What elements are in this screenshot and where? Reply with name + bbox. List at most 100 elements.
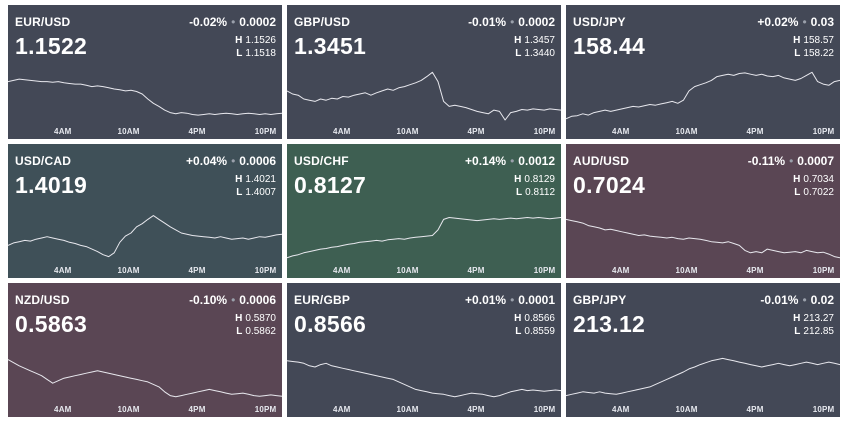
low-label: L: [794, 48, 801, 59]
rate-tile-gbp-usd[interactable]: GBP/USD -0.01% • 0.0002 1.3451 H 1.3457 L 1.3440…: [287, 5, 561, 139]
separator-dot-icon: •: [510, 154, 515, 168]
high-value: 158.57: [803, 35, 834, 46]
time-tick-label: 10AM: [675, 405, 698, 414]
time-tick-label: 4AM: [612, 127, 630, 136]
low-value: 0.8112: [525, 187, 555, 198]
low-label: L: [794, 326, 801, 337]
high-value: 0.8129: [524, 174, 555, 185]
absolute-change: 0.0012: [518, 154, 555, 168]
sparkline-path: [287, 217, 561, 259]
percent-change: +0.01%: [465, 293, 507, 307]
rate-change: -0.11% • 0.0007: [748, 154, 834, 168]
time-tick-label: 10AM: [675, 266, 698, 275]
absolute-change: 0.0001: [518, 293, 555, 307]
time-tick-label: 10PM: [254, 266, 277, 275]
day-high: H 213.27: [793, 313, 834, 324]
time-tick-label: 4PM: [467, 405, 485, 414]
currency-pair: USD/JPY: [573, 15, 626, 29]
time-tick-label: 10AM: [396, 405, 419, 414]
rate-tile-usd-cad[interactable]: USD/CAD +0.04% • 0.0006 1.4019 H 1.4021 L 1.4007…: [8, 144, 282, 278]
percent-change: +0.04%: [186, 154, 228, 168]
rate-change: +0.14% • 0.0012: [465, 154, 555, 168]
rate-tile-usd-chf[interactable]: USD/CHF +0.14% • 0.0012 0.8127 H 0.8129 L 0.8112…: [287, 144, 561, 278]
time-tick-label: 4AM: [54, 405, 72, 414]
day-low: L 0.5862: [236, 326, 276, 337]
day-high: H 1.1526: [235, 35, 276, 46]
rate-change: -0.01% • 0.02: [760, 293, 834, 307]
sparkline-path: [566, 71, 840, 120]
current-price: 1.4019: [15, 172, 88, 198]
rate-change: -0.02% • 0.0002: [189, 15, 276, 29]
low-label: L: [236, 48, 243, 59]
rate-change: -0.01% • 0.0002: [468, 15, 555, 29]
price-sparkline: [287, 71, 561, 121]
price-sparkline: [566, 218, 840, 259]
day-low: L 0.7022: [794, 187, 834, 198]
price-sparkline: [566, 71, 840, 120]
time-tick-label: 4PM: [188, 127, 206, 136]
time-tick-label: 4PM: [746, 127, 764, 136]
sparkline-path: [566, 218, 840, 259]
current-price: 158.44: [573, 33, 646, 59]
time-tick-label: 10PM: [812, 405, 835, 414]
day-low: L 212.85: [794, 326, 834, 337]
percent-change: -0.11%: [747, 154, 786, 168]
rate-tile-eur-gbp[interactable]: EUR/GBP +0.01% • 0.0001 0.8566 H 0.8566 L 0.8559…: [287, 283, 561, 417]
time-tick-label: 4AM: [612, 266, 630, 275]
time-tick-label: 4AM: [333, 127, 351, 136]
low-label: L: [236, 326, 243, 337]
price-sparkline: [287, 217, 561, 259]
high-value: 0.8566: [524, 313, 555, 324]
high-value: 213.27: [803, 313, 834, 324]
currency-pair: GBP/JPY: [573, 293, 627, 307]
day-high: H 0.7034: [793, 174, 834, 185]
rate-change: -0.10% • 0.0006: [189, 293, 276, 307]
day-high: H 1.4021: [235, 174, 276, 185]
current-price: 0.8127: [294, 172, 367, 198]
percent-change: +0.14%: [465, 154, 507, 168]
rate-tile-gbp-jpy[interactable]: GBP/JPY -0.01% • 0.02 213.12 H 213.27 L 212.85 4A…: [566, 283, 840, 417]
high-value: 0.7034: [803, 174, 834, 185]
time-tick-label: 4PM: [746, 266, 764, 275]
sparkline-path: [8, 359, 282, 398]
time-tick-label: 4PM: [467, 127, 485, 136]
time-tick-label: 10PM: [533, 127, 556, 136]
rate-tile-aud-usd[interactable]: AUD/USD -0.11% • 0.0007 0.7024 H 0.7034 L 0.7022…: [566, 144, 840, 278]
time-tick-label: 4PM: [188, 405, 206, 414]
high-value: 1.3457: [524, 35, 555, 46]
time-tick-label: 10PM: [254, 405, 277, 414]
time-tick-label: 4AM: [612, 405, 630, 414]
separator-dot-icon: •: [231, 154, 236, 168]
separator-dot-icon: •: [231, 15, 236, 29]
time-tick-label: 4AM: [54, 127, 72, 136]
current-price: 0.5863: [15, 311, 88, 337]
low-label: L: [794, 187, 801, 198]
current-price: 0.7024: [573, 172, 646, 198]
time-tick-label: 10AM: [117, 266, 140, 275]
price-sparkline: [566, 357, 840, 397]
separator-dot-icon: •: [789, 154, 794, 168]
high-value: 0.5870: [245, 313, 276, 324]
high-label: H: [514, 174, 522, 185]
day-high: H 0.5870: [235, 313, 276, 324]
rate-tile-usd-jpy[interactable]: USD/JPY +0.02% • 0.03 158.44 H 158.57 L 158.22 4A…: [566, 5, 840, 139]
high-label: H: [793, 174, 801, 185]
time-tick-label: 4PM: [467, 266, 485, 275]
separator-dot-icon: •: [802, 293, 807, 307]
sparkline-path: [287, 360, 561, 398]
low-label: L: [515, 326, 522, 337]
separator-dot-icon: •: [510, 293, 515, 307]
rate-tile-eur-usd[interactable]: EUR/USD -0.02% • 0.0002 1.1522 H 1.1526 L 1.1518…: [8, 5, 282, 139]
time-tick-label: 10PM: [812, 127, 835, 136]
time-tick-label: 10AM: [117, 127, 140, 136]
day-low: L 0.8559: [515, 326, 555, 337]
currency-pair: GBP/USD: [294, 15, 351, 29]
day-high: H 158.57: [793, 35, 834, 46]
low-value: 1.1518: [245, 48, 276, 59]
rate-tile-nzd-usd[interactable]: NZD/USD -0.10% • 0.0006 0.5863 H 0.5870 L 0.5862…: [8, 283, 282, 417]
time-tick-label: 4PM: [188, 266, 206, 275]
low-label: L: [516, 187, 523, 198]
high-label: H: [793, 313, 801, 324]
absolute-change: 0.0007: [797, 154, 834, 168]
rate-change: +0.01% • 0.0001: [465, 293, 555, 307]
